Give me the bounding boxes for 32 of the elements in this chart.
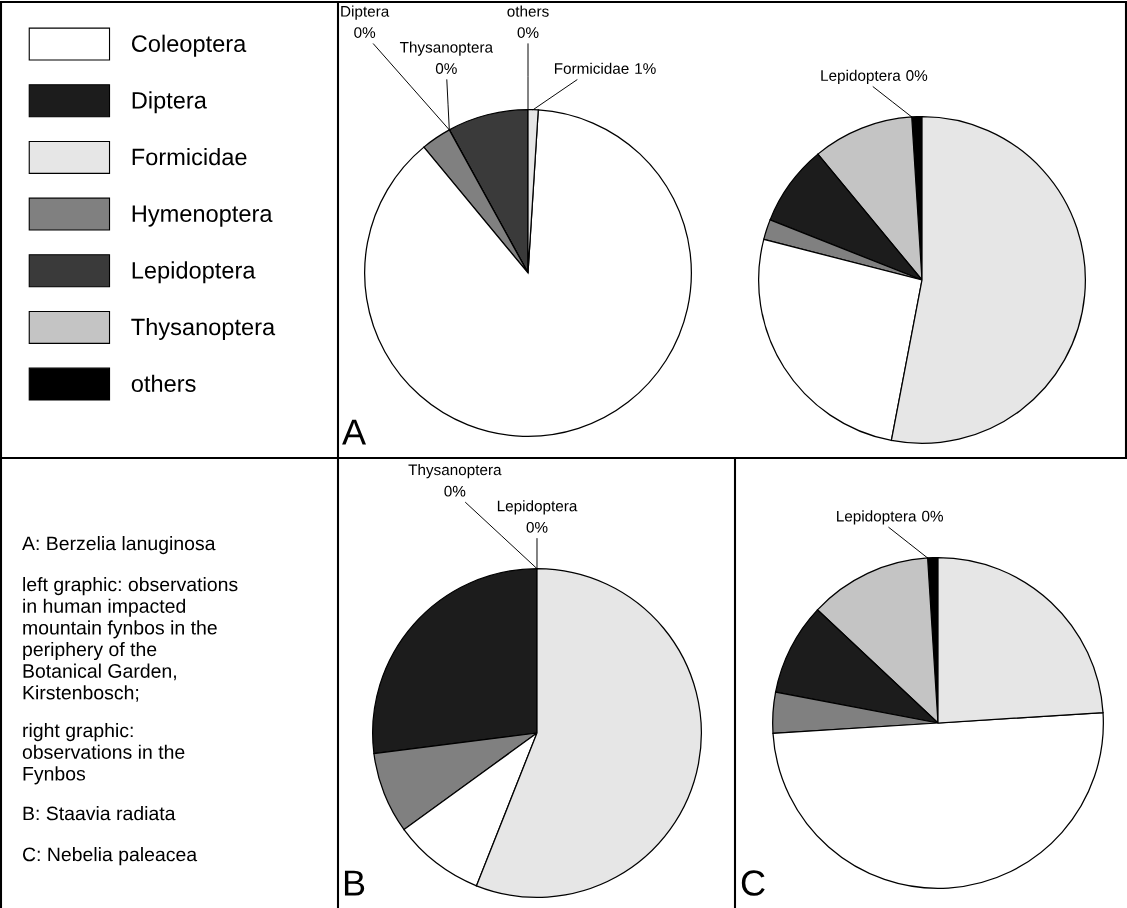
text: C: Nebelia paleacea (22, 847, 198, 866)
text: 0% (526, 521, 548, 533)
text: left graphic: observations in human impacted mountain fynbos in the periphery of the Botanical Garden, Kirstenbosch; (23, 577, 238, 702)
category-label: Thysanoptera (408, 464, 502, 479)
pie-slice (364, 109, 692, 437)
data-label: 1% (635, 63, 656, 74)
legend-label: Diptera (132, 91, 207, 114)
category-label: Lepidoptera (821, 69, 901, 84)
category-label: others (507, 5, 549, 17)
text: 0% (435, 63, 457, 74)
category-label: Diptera (341, 5, 390, 20)
legend-label: Formicidae (132, 147, 247, 166)
text: 0% (444, 485, 466, 497)
legend-label: Coleoptera (131, 34, 247, 57)
text: A: Berzelia lanuginosa (22, 536, 216, 555)
category-label: Lepidoptera (497, 500, 578, 515)
text: C (741, 870, 765, 896)
text: 0% (906, 70, 928, 81)
text: B (344, 870, 365, 896)
text: A (342, 419, 367, 445)
slice-label: Formicidae (554, 62, 629, 74)
legend-label: Lepidoptera (132, 261, 256, 284)
text: 0% (517, 27, 539, 38)
category-label: Thysanoptera (399, 41, 494, 56)
legend-label: Thysanoptera (131, 317, 276, 340)
category-label: Lepidoptera (837, 510, 917, 525)
text: 0% (922, 510, 943, 522)
text: B: Staavia radiata (23, 806, 176, 821)
text: right graphic: observations in the Fynbos (22, 723, 185, 785)
legend-label: others (131, 374, 196, 392)
legend-label: Hymenoptera (132, 205, 273, 227)
text: 0% (354, 27, 376, 38)
